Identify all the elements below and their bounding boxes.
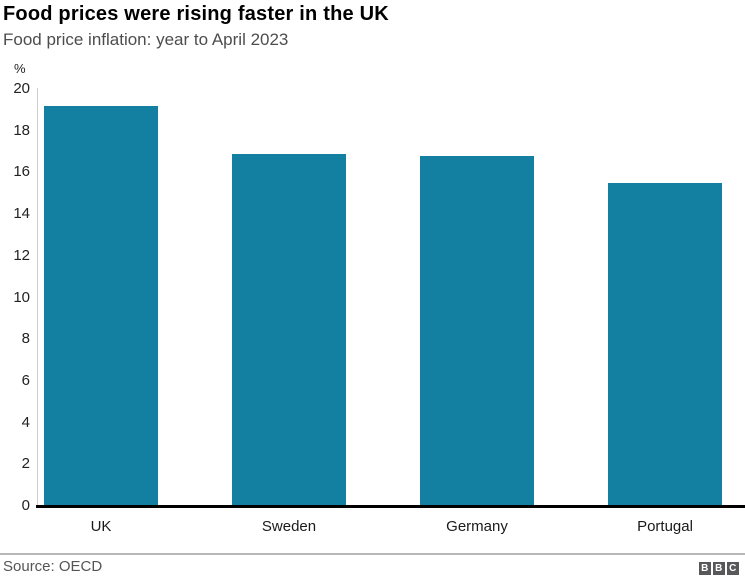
category-label-sweden: Sweden — [261, 518, 317, 535]
category-label-germany: Germany — [446, 518, 508, 535]
y-tick-label: 16 — [13, 163, 30, 181]
y-tick-label: 6 — [21, 371, 30, 389]
category-label-portugal: Portugal — [637, 518, 693, 535]
y-tick-label: 10 — [13, 288, 30, 306]
y-axis-unit-label: % — [14, 61, 26, 76]
y-tick-label: 18 — [13, 121, 30, 139]
footer-divider — [0, 553, 745, 555]
bar-sweden — [231, 153, 347, 506]
bbc-logo: B B C — [698, 562, 739, 575]
chart-title: Food prices were rising faster in the UK — [3, 3, 389, 25]
source-label: Source: OECD — [3, 558, 103, 575]
chart-subtitle: Food price inflation: year to April 2023 — [3, 30, 289, 49]
y-tick-label: 4 — [21, 413, 30, 431]
x-axis-baseline — [36, 505, 745, 508]
y-tick-label: 2 — [21, 455, 30, 473]
bar-germany — [419, 155, 535, 506]
y-tick-label: 14 — [13, 205, 30, 223]
y-axis-line — [37, 88, 38, 507]
y-tick-label: 20 — [13, 80, 30, 97]
plot-area — [38, 89, 745, 506]
category-label-uk: UK — [90, 518, 112, 535]
y-tick-label: 8 — [21, 330, 30, 348]
bbc-logo-block-c: C — [726, 562, 739, 575]
bbc-logo-block-b1: B — [698, 562, 711, 575]
bar-portugal — [607, 182, 723, 506]
y-tick-label: 0 — [21, 497, 30, 514]
bbc-logo-block-b2: B — [712, 562, 725, 575]
bar-uk — [43, 105, 159, 506]
y-tick-label: 12 — [13, 246, 30, 264]
